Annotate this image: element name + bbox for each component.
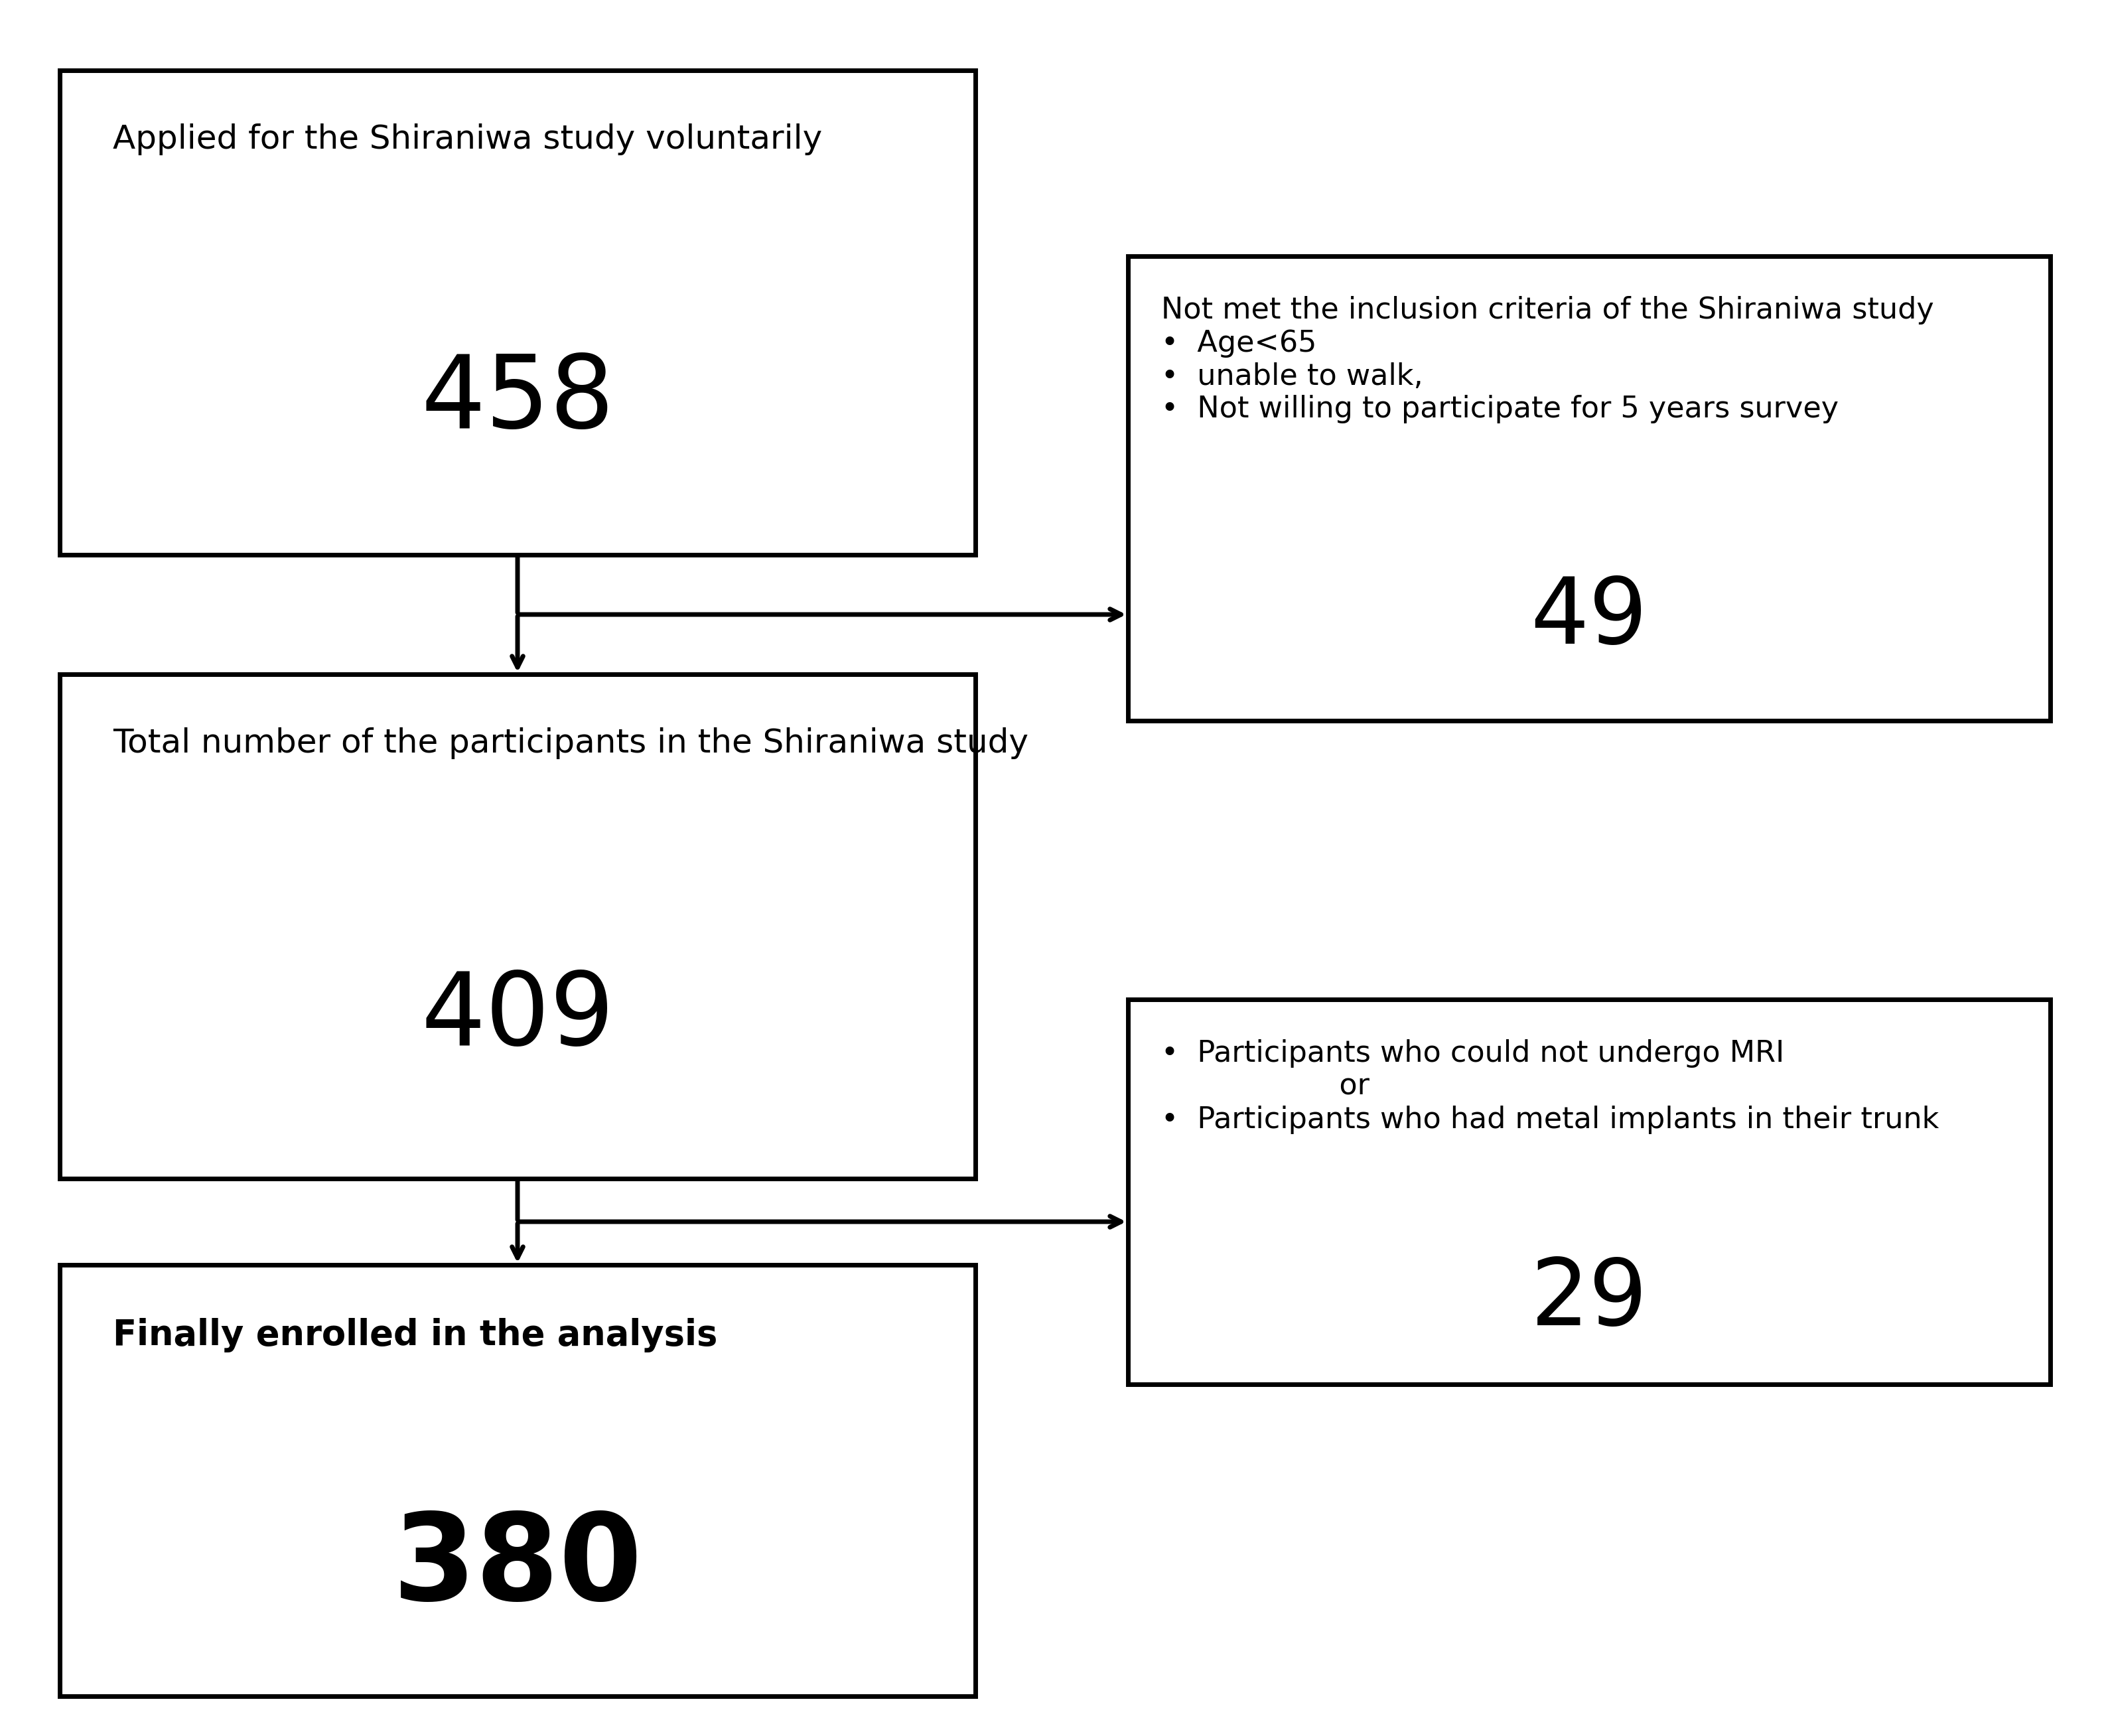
Text: 409: 409 <box>421 967 614 1066</box>
Bar <box>59 1266 976 1696</box>
Text: 49: 49 <box>1530 573 1647 663</box>
Text: 458: 458 <box>421 351 614 450</box>
Bar <box>1128 1000 2049 1384</box>
Text: 380: 380 <box>393 1509 642 1625</box>
Text: Total number of the participants in the Shiraniwa study: Total number of the participants in the … <box>114 727 1029 759</box>
Bar <box>1128 257 2049 720</box>
Text: Finally enrolled in the analysis: Finally enrolled in the analysis <box>114 1318 717 1352</box>
Text: 29: 29 <box>1530 1255 1647 1344</box>
Bar <box>59 674 976 1179</box>
Text: Not met the inclusion criteria of the Shiraniwa study
•  Age<65
•  unable to wal: Not met the inclusion criteria of the Sh… <box>1161 295 1934 424</box>
Text: Applied for the Shiraniwa study voluntarily: Applied for the Shiraniwa study voluntar… <box>114 123 823 155</box>
Text: •  Participants who could not undergo MRI
                   or
•  Participants : • Participants who could not undergo MRI… <box>1161 1040 1940 1134</box>
Bar <box>59 71 976 556</box>
